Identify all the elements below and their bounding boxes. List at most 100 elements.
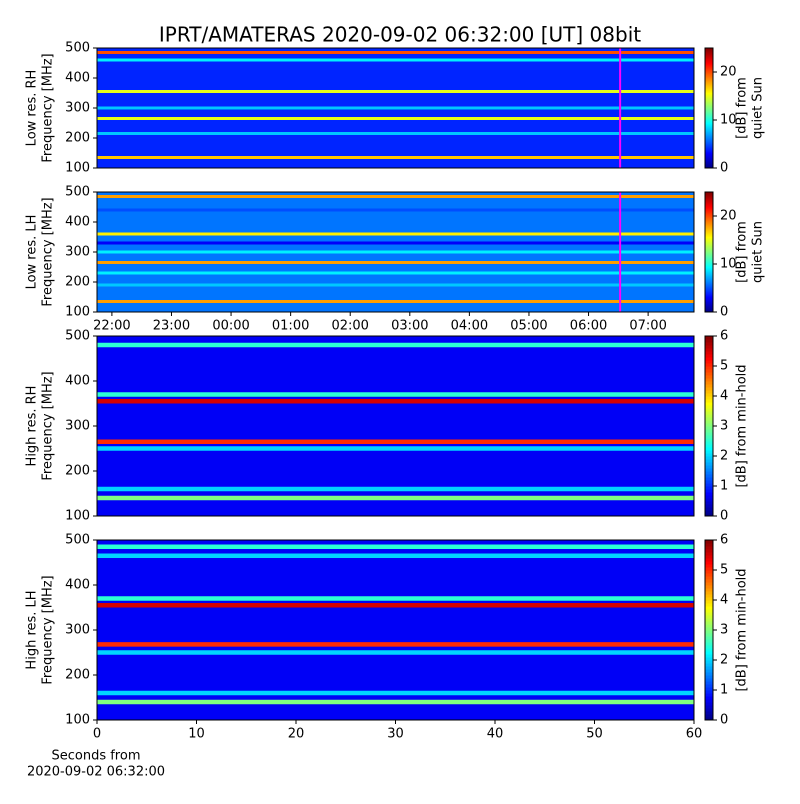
- colorbar-tick-label: 0: [720, 713, 728, 728]
- y-tick-label: 400: [65, 71, 90, 86]
- y-tick-label: 400: [65, 578, 90, 593]
- colorbar-segment: [705, 633, 713, 637]
- colorbar-segment: [705, 140, 713, 143]
- colorbar-segment: [705, 579, 713, 583]
- heatmap-band: [97, 553, 694, 558]
- colorbar-segment: [705, 78, 713, 81]
- y-axis-label: Low res. LH: [25, 215, 40, 290]
- colorbar-segment: [705, 142, 713, 145]
- x-tick-label: 02:00: [331, 319, 368, 334]
- colorbar-segment: [705, 474, 713, 478]
- colorbar-segment: [705, 438, 713, 442]
- colorbar-segment: [705, 156, 713, 159]
- colorbar-segment: [705, 402, 713, 406]
- colorbar-segment: [705, 387, 713, 391]
- colorbar-segment: [705, 513, 713, 517]
- colorbar-segment: [705, 118, 713, 121]
- colorbar-segment: [705, 278, 713, 281]
- x-tick-label: 60: [686, 727, 703, 742]
- heatmap-band: [97, 271, 694, 275]
- y-axis-label: Low res. RH: [25, 70, 40, 147]
- colorbar-segment: [705, 94, 713, 97]
- colorbar-segment: [705, 453, 713, 457]
- heatmap-band: [97, 399, 694, 404]
- colorbar-segment: [705, 561, 713, 565]
- colorbar-segment: [705, 393, 713, 397]
- colorbar-segment: [705, 232, 713, 235]
- colorbar-segment: [705, 378, 713, 382]
- colorbar-segment: [705, 236, 713, 239]
- colorbar-segment: [705, 234, 713, 237]
- colorbar-segment: [705, 621, 713, 625]
- colorbar-segment: [705, 246, 713, 249]
- x-tick-label: 06:00: [570, 319, 607, 334]
- colorbar-segment: [705, 208, 713, 211]
- heatmap-band: [97, 690, 694, 696]
- colorbar-segment: [705, 62, 713, 65]
- colorbar-segment: [705, 296, 713, 299]
- colorbar-segment: [705, 375, 713, 379]
- y-axis-label: High res. LH: [25, 590, 40, 669]
- x-axis-label: 2020-09-02 06:32:00: [27, 765, 165, 780]
- colorbar-segment: [705, 450, 713, 454]
- colorbar-segment: [705, 222, 713, 225]
- colorbar-segment: [705, 585, 713, 589]
- x-tick-label: 10: [188, 727, 205, 742]
- colorbar-segment: [705, 212, 713, 215]
- colorbar-segment: [705, 86, 713, 89]
- colorbar-segment: [705, 669, 713, 673]
- y-axis-label: Frequency [MHz]: [41, 371, 56, 480]
- colorbar-segment: [705, 336, 713, 340]
- colorbar-segment: [705, 124, 713, 127]
- colorbar-segment: [705, 196, 713, 199]
- colorbar-segment: [705, 429, 713, 433]
- colorbar-segment: [705, 594, 713, 598]
- colorbar-segment: [705, 148, 713, 151]
- y-tick-label: 200: [65, 131, 90, 146]
- colorbar-segment: [705, 366, 713, 370]
- heatmap-band: [97, 250, 694, 254]
- colorbar-segment: [705, 262, 713, 265]
- colorbar-segment: [705, 408, 713, 412]
- heatmap-band: [97, 58, 694, 62]
- heatmap-band: [97, 117, 694, 120]
- colorbar-segment: [705, 70, 713, 73]
- colorbar-segment: [705, 444, 713, 448]
- colorbar-segment: [705, 684, 713, 688]
- colorbar-segment: [705, 588, 713, 592]
- colorbar-segment: [705, 345, 713, 349]
- y-axis-label: High res. RH: [25, 386, 40, 467]
- colorbar-segment: [705, 206, 713, 209]
- colorbar-segment: [705, 456, 713, 460]
- colorbar-segment: [705, 372, 713, 376]
- colorbar-segment: [705, 639, 713, 643]
- colorbar-segment: [705, 102, 713, 105]
- colorbar-segment: [705, 348, 713, 352]
- colorbar-segment: [705, 549, 713, 553]
- colorbar-segment: [705, 216, 713, 219]
- colorbar-segment: [705, 116, 713, 119]
- heatmap-band: [97, 51, 694, 54]
- colorbar-segment: [705, 699, 713, 703]
- colorbar-segment: [705, 310, 713, 313]
- colorbar-segment: [705, 282, 713, 285]
- y-axis-label: Frequency [MHz]: [41, 197, 56, 306]
- colorbar-segment: [705, 627, 713, 631]
- heatmap-band: [97, 596, 694, 601]
- colorbar-segment: [705, 134, 713, 137]
- y-tick-label: 100: [65, 509, 90, 524]
- y-tick-label: 400: [65, 215, 90, 230]
- y-tick-label: 300: [65, 101, 90, 116]
- colorbar-segment: [705, 136, 713, 139]
- colorbar-segment: [705, 192, 713, 195]
- colorbar-segment: [705, 268, 713, 271]
- colorbar-segment: [705, 76, 713, 79]
- colorbar-segment: [705, 122, 713, 125]
- heatmap-band: [97, 642, 694, 647]
- colorbar-segment: [705, 693, 713, 697]
- x-tick-label: 00:00: [212, 319, 249, 334]
- colorbar-segment: [705, 624, 713, 628]
- chart-title: IPRT/AMATERAS 2020-09-02 06:32:00 [UT] 0…: [159, 23, 641, 47]
- colorbar-segment: [705, 214, 713, 217]
- colorbar-segment: [705, 618, 713, 622]
